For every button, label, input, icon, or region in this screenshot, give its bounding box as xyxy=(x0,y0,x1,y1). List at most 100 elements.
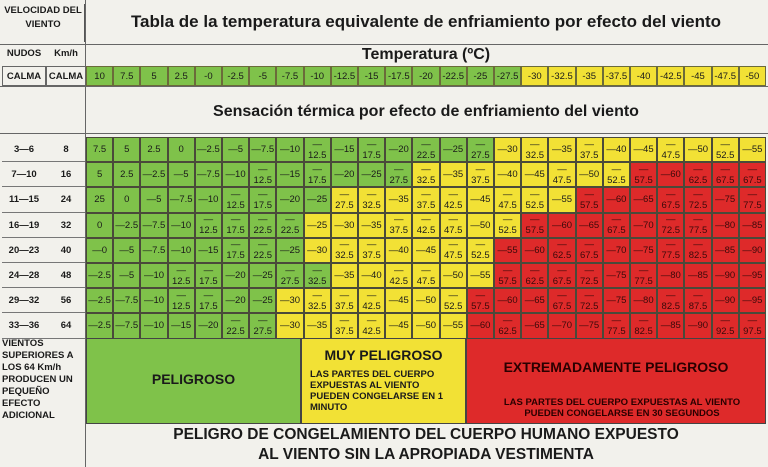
windchill-cell: —60 xyxy=(521,237,549,263)
windchill-cell: —90 xyxy=(711,263,739,289)
windchill-cell: —2.5 xyxy=(86,288,114,314)
windchill-cell: —7.5 xyxy=(113,313,141,339)
windchill-cell: 0 xyxy=(113,187,141,213)
windchill-cell: —5 xyxy=(113,237,141,263)
temperature-cell: -2.5 xyxy=(222,66,250,86)
row-nudos: 24—28 xyxy=(2,263,46,289)
windchill-cell: —50 xyxy=(575,162,603,188)
windchill-cell: —77.5 xyxy=(657,237,685,263)
windchill-cell: —17.5 xyxy=(194,288,222,314)
windchill-cell: —37.5 xyxy=(466,162,494,188)
windchill-cell: —17.5 xyxy=(303,162,331,188)
windchill-cell: —57.5 xyxy=(521,212,549,238)
windchill-cell: —2.5 xyxy=(113,212,141,238)
temperature-cell: -32.5 xyxy=(548,66,576,86)
windchill-cell: 5 xyxy=(86,162,114,188)
windchill-cell: —57.5 xyxy=(630,162,658,188)
windchill-cell: —90 xyxy=(711,288,739,314)
windchill-cell: —37.5 xyxy=(358,237,386,263)
windchill-cell: 0 xyxy=(86,212,114,238)
windchill-cell: —5 xyxy=(140,187,168,213)
windchill-cell: —72.5 xyxy=(684,187,712,213)
kmh-label: Km/h xyxy=(54,48,78,59)
temperature-cell: -5 xyxy=(249,66,277,86)
windchill-cell: —17.5 xyxy=(358,137,386,163)
windchill-cell: —65 xyxy=(521,313,549,339)
windchill-cell: —62.5 xyxy=(494,313,522,339)
windchill-cell: —37.5 xyxy=(330,288,358,314)
windchill-cell: —32.5 xyxy=(521,137,549,163)
windchill-cell: —90 xyxy=(684,313,712,339)
nudos-label: NUDOS xyxy=(6,48,42,59)
temperature-cell: -42.5 xyxy=(657,66,685,86)
windchill-cell: —0 xyxy=(86,237,114,263)
windchill-cell: —85 xyxy=(657,313,685,339)
temperature-cell: -17.5 xyxy=(385,66,413,86)
windchill-cell: —10 xyxy=(140,313,168,339)
windchill-cell: —60 xyxy=(602,187,630,213)
windchill-cell: —82.5 xyxy=(630,313,658,339)
temperature-cell: -35 xyxy=(575,66,603,86)
windchill-cell: —2.5 xyxy=(194,137,222,163)
windchill-cell: —7.5 xyxy=(113,288,141,314)
windchill-cell: —10 xyxy=(167,237,195,263)
calma-nudos: CALMA xyxy=(2,66,46,86)
windchill-cell: —25 xyxy=(303,187,331,213)
windchill-cell: —47.5 xyxy=(439,237,467,263)
windchill-cell: —42.5 xyxy=(412,212,440,238)
windchill-cell: —80 xyxy=(657,263,685,289)
windchill-cell: —5 xyxy=(167,162,195,188)
row-kmh: 16 xyxy=(46,162,86,188)
windchill-cell: —95 xyxy=(738,263,766,289)
windchill-cell: —35 xyxy=(439,162,467,188)
windchill-cell: —32.5 xyxy=(330,237,358,263)
windchill-cell: —80 xyxy=(711,212,739,238)
windchill-cell: —50 xyxy=(412,288,440,314)
windchill-cell: —87.5 xyxy=(684,288,712,314)
windchill-cell: —10 xyxy=(222,162,250,188)
windchill-cell: —52.5 xyxy=(711,137,739,163)
windchill-cell: —22.5 xyxy=(222,313,250,339)
extremo-label: EXTREMADAMENTE PELIGROSO xyxy=(503,359,729,375)
windchill-cell: —20 xyxy=(385,137,413,163)
windchill-cell: —27.5 xyxy=(330,187,358,213)
row-kmh: 40 xyxy=(46,238,86,263)
windchill-cell: —15 xyxy=(276,162,304,188)
windchill-cell: —27.5 xyxy=(249,313,277,339)
bottom-line-1: PELIGRO DE CONGELAMIENTO DEL CUERPO HUMA… xyxy=(173,426,679,443)
windchill-cell: —22.5 xyxy=(249,237,277,263)
windchill-cell: —50 xyxy=(439,263,467,289)
windchill-cell: —42.5 xyxy=(358,313,386,339)
windchill-cell: —75 xyxy=(602,263,630,289)
row-nudos: 16—19 xyxy=(2,213,46,238)
windchill-cell: —15 xyxy=(194,237,222,263)
temperature-cell: -47.5 xyxy=(711,66,739,86)
windchill-cell: —27.5 xyxy=(276,263,304,289)
windchill-cell: —7.5 xyxy=(194,162,222,188)
windchill-cell: —7.5 xyxy=(140,237,168,263)
windchill-cell: —12.5 xyxy=(194,212,222,238)
windchill-cell: —52.5 xyxy=(521,187,549,213)
windchill-cell: —27.5 xyxy=(385,162,413,188)
windchill-cell: —57.5 xyxy=(494,263,522,289)
temperature-cell: -37.5 xyxy=(602,66,630,86)
extremo-desc: LAS PARTES DEL CUERPO EXPUESTAS AL VIENT… xyxy=(503,397,741,419)
bottom-warning: PELIGRO DE CONGELAMIENTO DEL CUERPO HUMA… xyxy=(86,425,766,467)
windchill-cell: —12.5 xyxy=(167,263,195,289)
temperature-cell: -30 xyxy=(521,66,549,86)
windchill-cell: —10 xyxy=(167,212,195,238)
windchill-cell: —45 xyxy=(521,162,549,188)
windchill-cell: —72.5 xyxy=(575,288,603,314)
windchill-cell: —20 xyxy=(330,162,358,188)
temperature-cell: -10 xyxy=(303,66,331,86)
zone-muy-peligroso: MUY PELIGROSO LAS PARTES DEL CUERPO EXPU… xyxy=(301,338,466,424)
peligroso-label: PELIGROSO xyxy=(151,371,236,387)
windchill-cell: —42.5 xyxy=(385,263,413,289)
windchill-cell: —65 xyxy=(521,288,549,314)
windchill-cell: —10 xyxy=(140,263,168,289)
windchill-cell: —52.5 xyxy=(494,212,522,238)
windchill-cell: —25 xyxy=(249,288,277,314)
windchill-cell: —17.5 xyxy=(222,237,250,263)
windchill-cell: —60 xyxy=(466,313,494,339)
windchill-cell: —92.5 xyxy=(711,313,739,339)
